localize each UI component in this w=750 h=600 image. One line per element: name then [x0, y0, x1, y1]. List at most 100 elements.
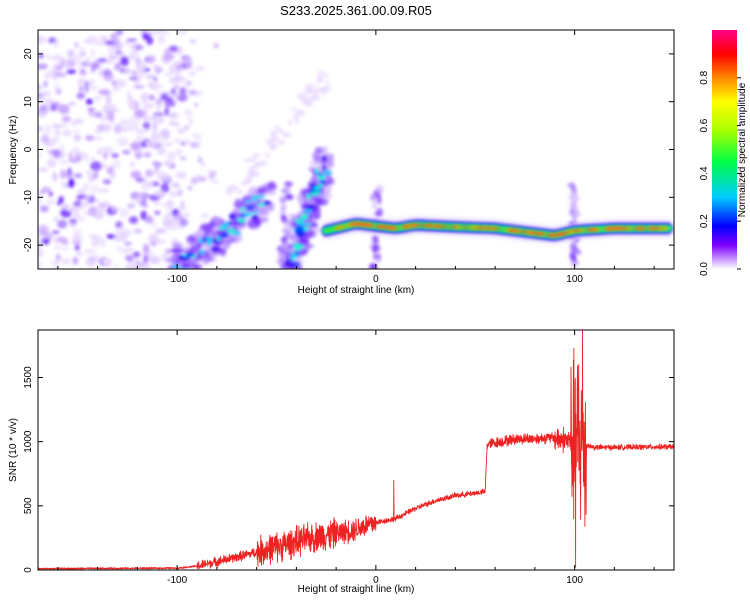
noise-blob [149, 82, 160, 91]
noise-blob [97, 188, 105, 193]
noise-blob [132, 251, 141, 258]
noise-blob [185, 80, 193, 86]
noise-blob [101, 258, 111, 264]
burst-blob [287, 220, 293, 226]
noise-blob [134, 151, 143, 159]
noise-blob [68, 151, 73, 162]
noise-blob [41, 238, 50, 245]
noise-blob [48, 191, 54, 197]
noise-blob [189, 39, 197, 44]
noise-blob [64, 59, 71, 70]
noise-blob [52, 76, 57, 80]
ridge-core [221, 222, 229, 228]
noise-blob [187, 71, 195, 76]
burst-blob [375, 185, 384, 195]
strand-blob [269, 144, 276, 151]
noise-blob [84, 86, 89, 93]
noise-blob [155, 102, 162, 113]
ridge-blob [199, 223, 213, 233]
noise-blob [122, 149, 131, 155]
spectrogram-ytick-label: 10 [23, 96, 34, 108]
noise-blob [130, 170, 142, 179]
ridge-core [240, 207, 246, 212]
snr-series-line [38, 330, 674, 570]
noise-blob [197, 156, 203, 163]
ridge-core [228, 213, 236, 220]
noise-blob [84, 170, 95, 176]
ridge-core [181, 256, 190, 261]
noise-blob [209, 179, 220, 184]
noise-blob [153, 76, 158, 82]
noise-blob [150, 195, 158, 202]
noise-blob [135, 177, 145, 183]
noise-blobs [38, 30, 220, 269]
noise-blob [39, 205, 49, 213]
spectrogram-xtick-label: 100 [566, 274, 583, 285]
strand-blob [257, 160, 268, 166]
noise-blob [134, 44, 144, 51]
ridge-segment [509, 229, 518, 232]
noise-blob [126, 266, 138, 269]
noise-blob [152, 112, 164, 118]
burst-blob [283, 244, 288, 250]
noise-blob [88, 206, 97, 217]
noise-blob [148, 179, 154, 189]
noise-blob [146, 35, 154, 45]
ridge-core [227, 228, 236, 234]
ridge-core [251, 196, 258, 202]
noise-blob [124, 254, 134, 262]
ridge-segment [493, 227, 502, 230]
noise-blob [164, 106, 170, 117]
noise-blob [156, 147, 166, 156]
noise-blob [154, 210, 161, 215]
burst-blob [575, 249, 582, 255]
noise-blob [77, 217, 86, 222]
noise-blob [42, 98, 52, 104]
noise-blob [161, 142, 174, 147]
noise-blob [80, 68, 85, 75]
ridge-core [177, 267, 183, 269]
spectrogram-ytick-label: -10 [23, 190, 34, 205]
ridge-core [318, 183, 323, 188]
strand-blob [296, 110, 306, 116]
noise-blob [177, 127, 186, 134]
burst-blob [571, 194, 580, 203]
noise-blob [173, 83, 179, 91]
noise-blob [134, 130, 147, 134]
noise-blob [162, 159, 174, 166]
ridge-core [306, 222, 311, 227]
noise-blob [38, 112, 47, 116]
noise-blob [93, 96, 102, 102]
noise-blob [69, 220, 76, 229]
colorbar-tick-label: 0.2 [699, 214, 710, 228]
strand-blob [311, 94, 320, 98]
noise-blob [84, 57, 91, 65]
noise-blob [67, 167, 72, 175]
noise-blob [155, 98, 163, 105]
noise-blob [129, 161, 136, 168]
burst-blob [281, 228, 288, 233]
noise-blob [38, 153, 43, 158]
burst-blob [571, 201, 576, 206]
ridge-segment [461, 226, 470, 229]
noise-blob [157, 35, 166, 44]
strand-blob [252, 153, 262, 157]
noise-blob [55, 253, 61, 261]
noise-blob [140, 210, 147, 221]
ridge-segment [365, 224, 374, 227]
ridge-blob [288, 279, 295, 284]
burst-blob [369, 194, 375, 201]
noise-blob [60, 181, 66, 186]
ridge-core [317, 174, 326, 180]
ridge-core [199, 249, 205, 256]
ridge-blob [290, 235, 299, 244]
strand-blob [264, 152, 271, 158]
snr-xtick-label: 100 [566, 575, 583, 586]
noise-blob [65, 207, 77, 212]
noise-blob [46, 158, 57, 168]
ridge-core [172, 264, 180, 269]
noise-blob [172, 60, 183, 66]
ridge-core [227, 220, 233, 226]
noise-blob [118, 208, 130, 218]
